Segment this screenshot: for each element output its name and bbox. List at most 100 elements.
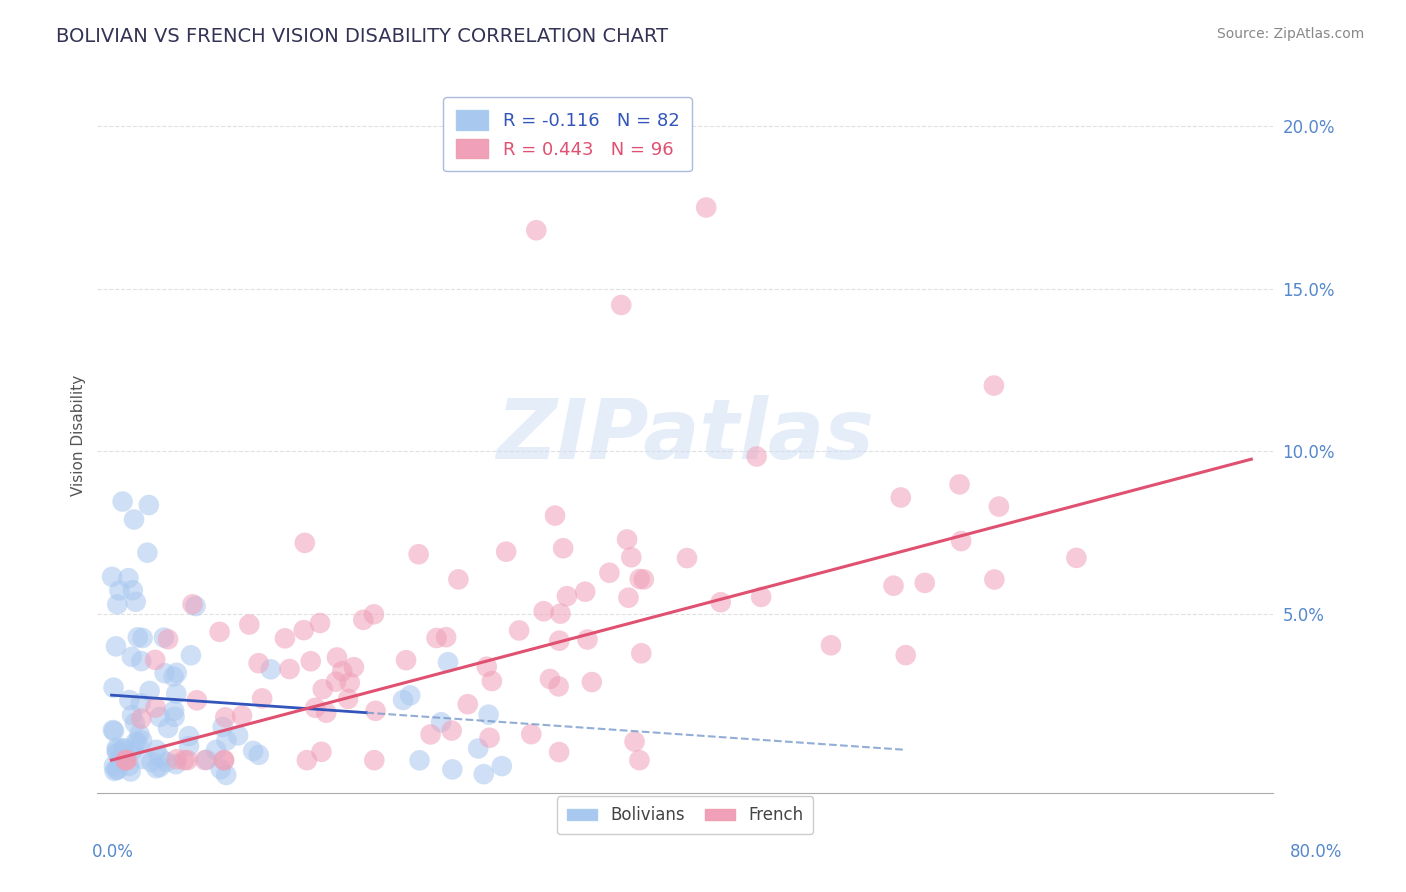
Point: [325, 674, 347, 689]
Point: [1066, 550, 1088, 565]
Point: [105, 743, 128, 757]
Point: [883, 579, 905, 593]
Point: [195, 753, 218, 767]
Point: [184, 599, 207, 613]
Point: [508, 624, 530, 638]
Point: [983, 573, 1005, 587]
Point: [107, 763, 129, 777]
Point: [292, 623, 315, 637]
Point: [430, 715, 453, 730]
Point: [547, 679, 569, 693]
Text: Source: ZipAtlas.com: Source: ZipAtlas.com: [1216, 27, 1364, 41]
Point: [205, 743, 228, 757]
Point: [987, 500, 1010, 514]
Point: [127, 630, 149, 644]
Point: [208, 624, 231, 639]
Point: [425, 631, 447, 645]
Point: [294, 536, 316, 550]
Point: [312, 682, 335, 697]
Point: [628, 753, 651, 767]
Point: [124, 595, 146, 609]
Point: [399, 689, 422, 703]
Point: [434, 630, 457, 644]
Point: [149, 710, 172, 724]
Point: [118, 759, 141, 773]
Point: [115, 753, 138, 767]
Point: [194, 753, 217, 767]
Point: [544, 508, 567, 523]
Point: [581, 675, 603, 690]
Point: [437, 655, 460, 669]
Point: [103, 759, 125, 773]
Point: [138, 684, 160, 698]
Point: [419, 727, 441, 741]
Point: [242, 744, 264, 758]
Point: [165, 757, 187, 772]
Point: [215, 768, 238, 782]
Point: [173, 753, 195, 767]
Point: [533, 604, 555, 618]
Point: [339, 675, 361, 690]
Point: [114, 753, 136, 767]
Point: [478, 731, 501, 745]
Point: [472, 767, 495, 781]
Point: [914, 575, 936, 590]
Point: [101, 723, 124, 737]
Point: [820, 638, 842, 652]
Point: [278, 662, 301, 676]
Point: [520, 727, 543, 741]
Point: [145, 700, 167, 714]
Point: [617, 591, 640, 605]
Point: [112, 741, 135, 756]
Point: [143, 653, 166, 667]
Point: [710, 595, 733, 609]
Point: [616, 533, 638, 547]
Point: [447, 573, 470, 587]
Point: [165, 687, 187, 701]
Point: [950, 534, 973, 549]
Point: [555, 589, 578, 603]
Point: [598, 566, 620, 580]
Point: [211, 720, 233, 734]
Point: [108, 752, 131, 766]
Point: [131, 631, 153, 645]
Point: [108, 583, 131, 598]
Point: [162, 670, 184, 684]
Point: [111, 494, 134, 508]
Point: [105, 763, 128, 777]
Point: [181, 597, 204, 611]
Point: [180, 648, 202, 663]
Point: [177, 739, 200, 753]
Point: [124, 735, 146, 749]
Point: [983, 378, 1005, 392]
Point: [247, 657, 270, 671]
Point: [274, 632, 297, 646]
Point: [894, 648, 917, 662]
Point: [177, 729, 200, 743]
Point: [145, 761, 167, 775]
Point: [676, 551, 699, 566]
Point: [112, 742, 135, 756]
Point: [186, 693, 208, 707]
Point: [311, 745, 333, 759]
Point: [260, 662, 283, 676]
Point: [118, 693, 141, 707]
Point: [638, 136, 661, 150]
Point: [890, 491, 912, 505]
Point: [105, 746, 128, 760]
Point: [395, 653, 418, 667]
Point: [117, 571, 139, 585]
Point: [153, 666, 176, 681]
Point: [122, 512, 145, 526]
Point: [548, 745, 571, 759]
Point: [103, 724, 125, 739]
Point: [156, 721, 179, 735]
Point: [149, 760, 172, 774]
Point: [343, 660, 366, 674]
Point: [550, 607, 572, 621]
Point: [457, 697, 479, 711]
Point: [215, 733, 238, 747]
Point: [538, 672, 561, 686]
Point: [363, 607, 385, 622]
Point: [105, 740, 128, 755]
